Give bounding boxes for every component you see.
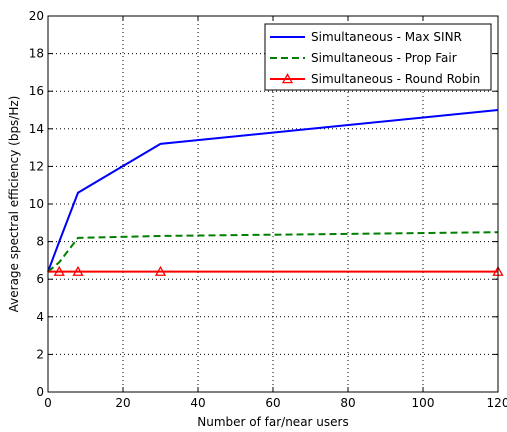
data-point-marker (154, 265, 167, 276)
legend-marker-sample (281, 73, 294, 84)
axis-ticks: 0 20 40 60 80 100 120 0 2 4 6 8 10 12 14 16 18 20 (29, 9, 507, 410)
y-tick-label: 6 (36, 272, 44, 286)
x-tick-label: 40 (190, 396, 205, 410)
y-tick-label: 2 (36, 347, 44, 361)
legend: Simultaneous - Max SINR Simultaneous - Pr… (264, 23, 492, 91)
x-tick-label: 0 (44, 396, 52, 410)
legend-entry-label: Simultaneous - Prop Fair (311, 51, 457, 65)
y-tick-label: 16 (29, 84, 44, 98)
y-tick-label: 0 (36, 385, 44, 399)
y-tick-label: 4 (36, 310, 44, 324)
x-tick-label: 20 (115, 396, 130, 410)
y-tick-label: 8 (36, 235, 44, 249)
legend-entry-label: Simultaneous - Max SINR (311, 30, 462, 44)
x-tick-label: 80 (340, 396, 355, 410)
data-point-marker (72, 265, 84, 276)
y-tick-label: 18 (29, 47, 44, 61)
data-point-marker (53, 265, 65, 276)
series-group (47, 109, 504, 276)
y-tick-label: 20 (29, 9, 44, 23)
x-tick-label: 120 (487, 396, 507, 410)
y-tick-label: 14 (29, 122, 44, 136)
legend-entry-label: Simultaneous - Round Robin (311, 72, 480, 86)
y-tick-label: 12 (29, 159, 44, 173)
x-axis-label: Number of far/near users (197, 415, 348, 429)
grid-lines (48, 16, 498, 392)
y-tick-label: 10 (29, 197, 44, 211)
x-tick-label: 100 (412, 396, 435, 410)
series-line-simultaneous-max-sinr (47, 109, 499, 273)
x-tick-label: 60 (265, 396, 280, 410)
y-axis-label: Average spectral efficiency (bps/Hz) (7, 96, 21, 313)
series-line-simultaneous-prop-fair (47, 231, 499, 273)
